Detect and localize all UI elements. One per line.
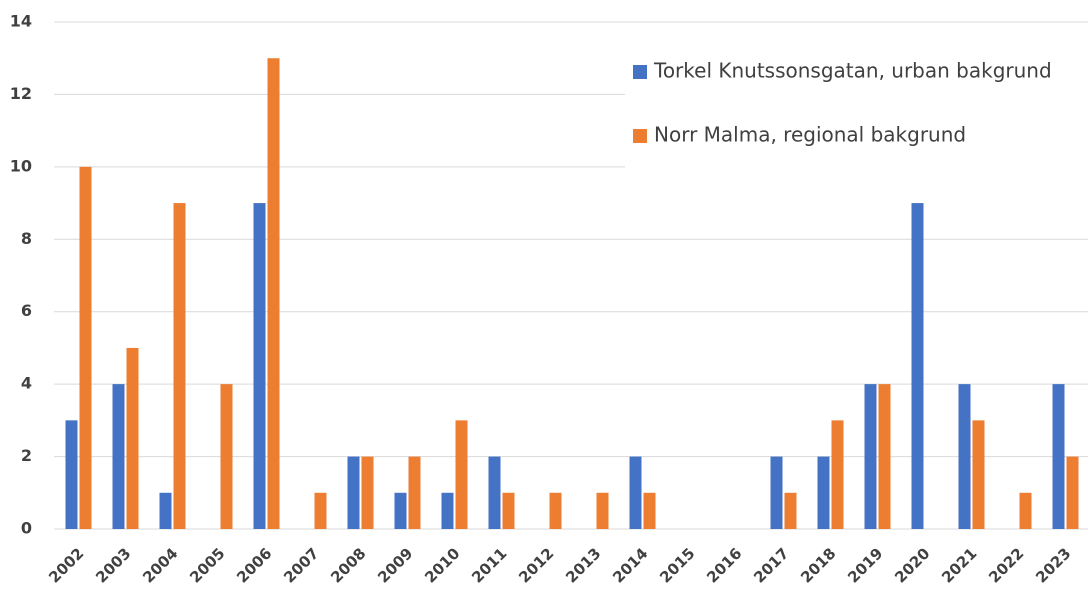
bar — [126, 347, 139, 529]
x-tick-label: 2012 — [515, 544, 557, 586]
bar — [972, 420, 985, 529]
legend-box — [625, 42, 1090, 170]
bar — [629, 456, 642, 529]
y-tick-label: 2 — [21, 446, 32, 465]
bar — [488, 456, 501, 529]
x-tick-label: 2014 — [609, 544, 651, 586]
bar — [361, 456, 374, 529]
x-tick-label: 2016 — [703, 544, 745, 586]
bar — [770, 456, 783, 529]
x-tick-label: 2007 — [280, 544, 322, 586]
bar — [173, 203, 186, 530]
bar — [958, 384, 971, 529]
x-tick-label: 2023 — [1032, 544, 1074, 586]
x-tick-label: 2002 — [45, 544, 87, 586]
bar — [314, 492, 327, 529]
bar — [549, 492, 562, 529]
x-tick-label: 2006 — [233, 544, 275, 586]
x-tick-label: 2015 — [656, 544, 698, 586]
bar — [864, 384, 877, 529]
legend-label: Norr Malma, regional bakgrund — [654, 123, 966, 147]
bar — [65, 420, 78, 529]
x-tick-label: 2003 — [92, 544, 134, 586]
bar — [253, 203, 266, 530]
bar — [394, 492, 407, 529]
legend-swatch — [633, 65, 647, 79]
bar — [112, 384, 125, 529]
bar — [878, 384, 891, 529]
y-tick-label: 4 — [21, 374, 32, 393]
x-tick-label: 2020 — [891, 544, 933, 586]
bar — [347, 456, 360, 529]
x-tick-label: 2004 — [139, 544, 181, 586]
legend-swatch — [633, 129, 647, 143]
bar — [831, 420, 844, 529]
bar — [1066, 456, 1079, 529]
y-tick-label: 0 — [21, 519, 32, 538]
bar — [1019, 492, 1032, 529]
x-tick-label: 2011 — [468, 544, 510, 586]
bar — [911, 203, 924, 530]
y-tick-label: 12 — [10, 84, 32, 103]
x-tick-label: 2009 — [374, 544, 416, 586]
bar — [817, 456, 830, 529]
x-tick-label: 2021 — [938, 544, 980, 586]
x-tick-label: 2017 — [750, 544, 792, 586]
bar — [596, 492, 609, 529]
y-tick-label: 6 — [21, 301, 32, 320]
bar — [408, 456, 421, 529]
x-tick-label: 2019 — [844, 544, 886, 586]
bar — [643, 492, 656, 529]
bar — [441, 492, 454, 529]
x-tick-label: 2008 — [327, 544, 369, 586]
y-tick-label: 8 — [21, 229, 32, 248]
bar — [159, 492, 172, 529]
legend-label: Torkel Knutssonsgatan, urban bakgrund — [653, 59, 1052, 83]
x-tick-label: 2018 — [797, 544, 839, 586]
bar — [502, 492, 515, 529]
bar — [455, 420, 468, 529]
y-tick-label: 14 — [10, 12, 32, 31]
x-tick-label: 2022 — [985, 544, 1027, 586]
y-tick-label: 10 — [10, 156, 32, 175]
bar — [220, 384, 233, 529]
bar — [79, 166, 92, 529]
x-tick-label: 2013 — [562, 544, 604, 586]
bar — [784, 492, 797, 529]
bar — [267, 58, 280, 529]
bar — [1052, 384, 1065, 529]
x-tick-label: 2005 — [186, 544, 228, 586]
x-tick-label: 2010 — [421, 544, 463, 586]
